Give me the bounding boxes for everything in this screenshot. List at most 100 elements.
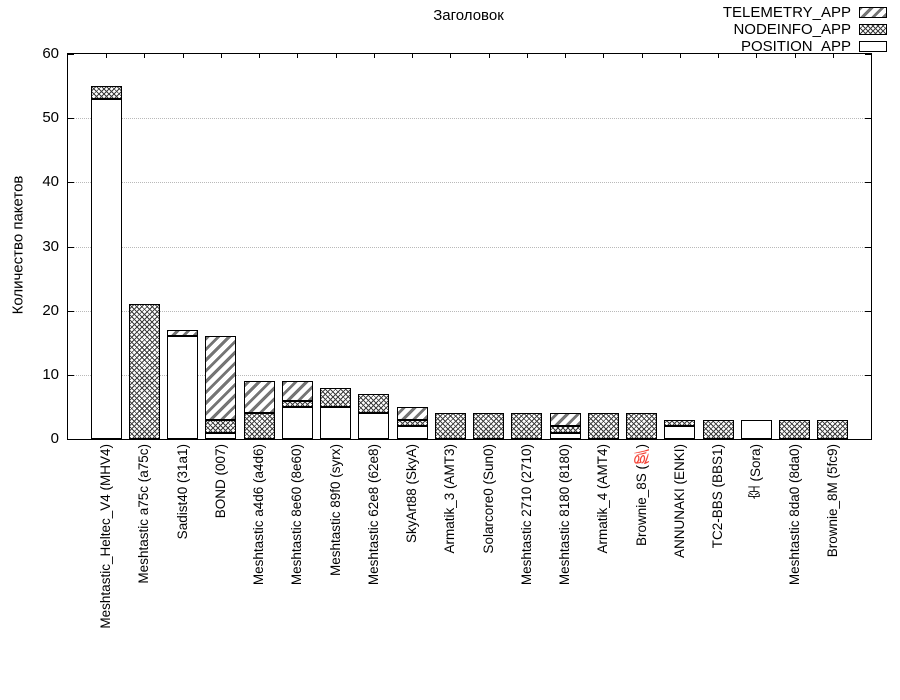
y-tick-left-40: [68, 182, 74, 184]
x-tick-top-10: [488, 54, 490, 58]
x-category-label-text: Armatik_4 (AMT4): [595, 444, 611, 554]
gridline-y20: [68, 310, 871, 312]
bar-segment-nodeinfo_app: [90, 86, 122, 99]
bar-segment-nodeinfo_app: [320, 387, 352, 407]
x-category-label-text: Meshtastic 8da0 (8da0): [786, 444, 802, 586]
y-tick-left-30: [68, 246, 74, 248]
x-category-label: Meshtastic 8e60 (8e60): [288, 444, 306, 590]
bar-segment-position_app: [90, 98, 122, 439]
legend-swatch-plain: [859, 41, 887, 52]
bar-segment-nodeinfo_app: [817, 419, 849, 439]
x-category-label: Sadist40 (31a1): [174, 444, 192, 544]
y-tick-right-10: [865, 374, 871, 376]
y-tick-left-20: [68, 310, 74, 312]
x-category-label: TC2-BBS (BBS1): [709, 444, 727, 553]
x-tick-top-5: [297, 54, 299, 58]
bar-segment-position_app: [358, 413, 390, 439]
y-tick-right-0: [865, 439, 871, 440]
bar-segment-nodeinfo_app: [549, 426, 581, 433]
x-tick-top-12: [565, 54, 567, 58]
x-category-label-text: SkyArt88 (SkyA): [404, 444, 420, 544]
gridline-y30: [68, 246, 871, 248]
plot-area: 0 10 20 30 40 50 60 Meshtastic_Heltec_V4 (MHV4)…: [42, 46, 872, 629]
x-category-label-text: Meshtastic a75c (a75c): [136, 444, 152, 584]
x-category-label-text: Meshtastic a4d6 (a4d6): [251, 444, 267, 586]
y-tick-label-40: 40: [42, 173, 59, 191]
x-category-label: Meshtastic 89f0 (syrx): [327, 444, 345, 581]
bar-segment-nodeinfo_app: [473, 413, 505, 439]
chart-title: Заголовок: [433, 7, 504, 24]
x-category-label: Armatik_3 (AMT3): [441, 444, 459, 559]
bar-segment-nodeinfo_app: [511, 413, 543, 439]
x-category-label: SkyArt88 (SkyA): [403, 444, 421, 548]
x-category-label: Meshtastic 8180 (8180): [556, 444, 574, 590]
x-category-label-text: TC2-BBS (BBS1): [710, 444, 726, 549]
x-tick-top-6: [335, 54, 337, 58]
bar-segment-nodeinfo_app: [702, 419, 734, 439]
bar-segment-position_app: [740, 419, 772, 439]
bar-segment-position_app: [281, 406, 313, 439]
x-category-label-text: Armatik_3 (AMT3): [442, 444, 458, 554]
bar-segment-telemetry_app: [205, 336, 237, 420]
bar-segment-nodeinfo_app: [205, 419, 237, 433]
bar-segment-position_app: [167, 336, 199, 439]
gridline-y40: [68, 182, 871, 184]
x-category-label: Brownie_8S (💯): [633, 444, 651, 551]
bar-segment-nodeinfo_app: [281, 400, 313, 407]
legend-label: NODEINFO_APP: [733, 21, 851, 38]
x-category-label-text: Sadist40 (31a1): [174, 444, 190, 540]
bar-segment-nodeinfo_app: [434, 413, 466, 439]
y-tick-left-0: [68, 439, 74, 440]
x-category-label-text: Meshtastic_Heltec_V4 (MHV4): [98, 444, 114, 629]
y-tick-right-60: [865, 54, 871, 55]
y-tick-left-60: [68, 54, 74, 55]
x-category-label-text: Solarcore0 (Sun0): [480, 444, 496, 554]
y-tick-right-50: [865, 118, 871, 120]
y-tick-left-10: [68, 374, 74, 376]
y-tick-label-60: 60: [42, 45, 59, 62]
x-tick-top-16: [718, 54, 720, 58]
x-tick-top-1: [144, 54, 146, 58]
x-category-label-text: Meshtastic 89f0 (syrx): [327, 444, 343, 577]
y-tick-label-30: 30: [42, 237, 59, 255]
legend-label: POSITION_APP: [740, 38, 851, 55]
legend-row-nodeinfo_app: NODEINFO_APP: [723, 21, 887, 38]
x-tick-top-8: [412, 54, 414, 58]
bar-segment-position_app: [549, 432, 581, 439]
legend: TELEMETRY_APP NODEINFO_APP POSITION_APP: [723, 4, 887, 55]
y-tick-label-0: 0: [50, 430, 59, 447]
x-category-label-text: Brownie_8M (5fc9): [824, 444, 840, 558]
y-tick-right-20: [865, 310, 871, 312]
bar-segment-position_app: [320, 406, 352, 439]
legend-row-position_app: POSITION_APP: [723, 38, 887, 55]
legend-swatch-diagonal: [859, 7, 887, 18]
bar-segment-position_app: [396, 426, 428, 439]
x-category-label: Meshtastic 8da0 (8da0): [786, 444, 804, 590]
x-tick-top-17: [756, 54, 758, 58]
x-category-label-text: Meshtastic 8e60 (8e60): [289, 444, 305, 586]
bar-segment-nodeinfo_app: [243, 413, 275, 439]
y-tick-right-30: [865, 246, 871, 248]
x-category-label: Meshtastic 62e8 (62e8): [365, 444, 383, 590]
x-category-label-text: BOND (007): [212, 444, 228, 519]
x-category-label: Meshtastic a4d6 (a4d6): [250, 444, 268, 590]
y-tick-right-40: [865, 182, 871, 184]
gridline-y50: [68, 118, 871, 120]
x-category-label: Armatik_4 (AMT4): [594, 444, 612, 559]
x-category-label: 空 (Sora): [747, 444, 765, 504]
bar-segment-telemetry_app: [396, 406, 428, 420]
x-tick-top-14: [641, 54, 643, 58]
bar-segment-telemetry_app: [243, 381, 275, 414]
x-category-label-text: Meshtastic 62e8 (62e8): [365, 444, 381, 586]
x-tick-top-4: [259, 54, 261, 58]
x-category-label-text: ANNUNAKI (ENKI): [671, 444, 687, 559]
x-tick-top-13: [603, 54, 605, 58]
x-tick-top-2: [182, 54, 184, 58]
x-tick-top-7: [373, 54, 375, 58]
bar-segment-telemetry_app: [281, 381, 313, 401]
x-tick-top-15: [679, 54, 681, 58]
bar-segment-nodeinfo_app: [664, 419, 696, 427]
x-tick-top-9: [450, 54, 452, 58]
x-category-label-text: Meshtastic 8180 (8180): [557, 444, 573, 586]
